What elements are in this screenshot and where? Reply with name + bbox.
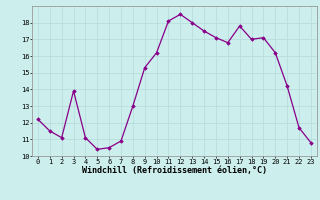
X-axis label: Windchill (Refroidissement éolien,°C): Windchill (Refroidissement éolien,°C): [82, 166, 267, 175]
